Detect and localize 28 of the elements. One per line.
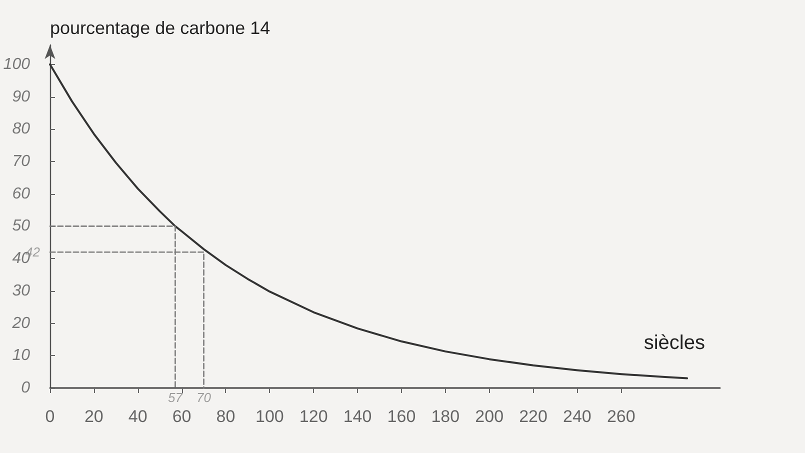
annotation: 70 [196,390,212,405]
y-tick-label: 100 [3,56,30,73]
x-tick-label: 120 [299,407,328,426]
x-tick-label: 100 [255,407,284,426]
y-tick-label: 90 [12,88,30,106]
y-tick-label: 0 [21,380,30,396]
y-tick-label: 10 [12,347,30,364]
annotation: 57 [168,390,184,405]
x-tick-label: 140 [343,407,372,426]
x-tick-label: 240 [563,407,592,426]
x-axis-title: siècles [644,332,706,354]
y-tick-label: 20 [11,314,30,332]
y-tick-label: 80 [12,120,30,138]
y-tick-label: 50 [12,218,30,235]
x-tick-label: 160 [387,407,416,426]
y-tick-label: 70 [12,152,30,170]
y-axis-title: pourcentage de carbone 14 [50,18,270,38]
x-tick-label: 200 [475,407,504,426]
x-tick-label: 260 [606,407,636,426]
x-tick-label: 180 [431,407,460,426]
y-tick-label: 60 [12,185,30,202]
x-tick-label: 20 [84,407,104,426]
x-tick-label: 80 [216,407,236,426]
x-tick-label: 60 [172,407,192,426]
y-tick-label: 30 [12,282,30,300]
x-tick-label: 40 [128,407,148,426]
x-tick-label: 220 [519,407,548,426]
x-tick-label: 0 [45,407,55,426]
